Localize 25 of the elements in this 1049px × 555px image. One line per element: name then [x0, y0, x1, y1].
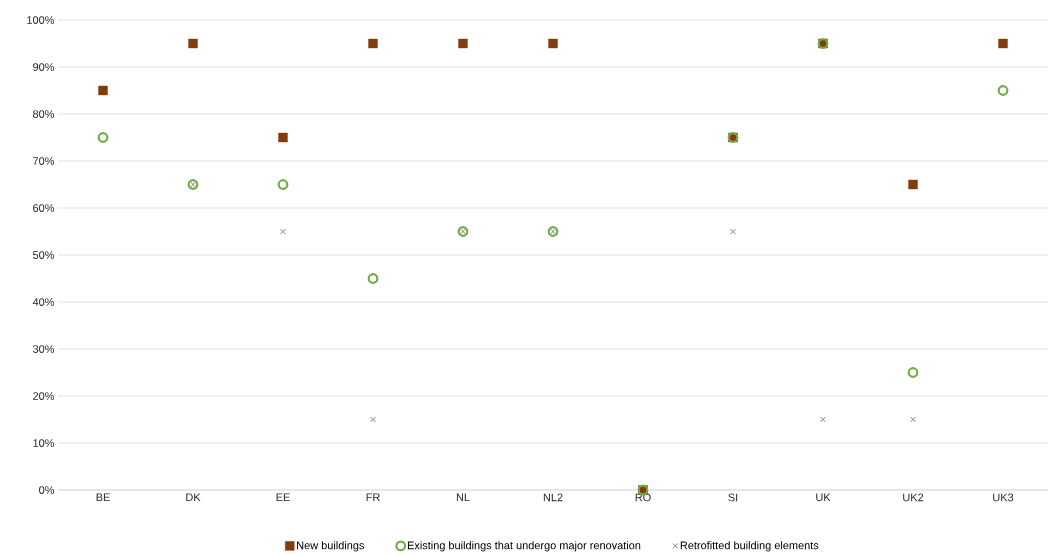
y-tick-label: 50% [32, 251, 55, 260]
x-tick-label: RO [635, 493, 651, 502]
x-tick-label: FR [366, 493, 380, 502]
x-tick-label: UK [816, 493, 831, 502]
y-tick-label: 20% [33, 392, 55, 401]
x-tick-label: SI [728, 493, 738, 502]
x-tick-label: UK2 [903, 493, 924, 502]
y-tick-label: 0% [39, 486, 55, 495]
x-tick-label: NL [456, 493, 470, 502]
legend-label: New buildings [297, 541, 365, 552]
y-tick-label: 60% [33, 204, 55, 213]
x-tick-label: DK [186, 493, 201, 502]
y-tick-label: 30% [32, 345, 55, 354]
y-tick-label: 80% [33, 110, 55, 119]
x-tick-label: BE [96, 493, 110, 502]
legend-label: Existing buildings that undergo major renovation [407, 541, 641, 552]
y-tick-label: 40% [32, 298, 55, 307]
x-tick-label: NL2 [543, 493, 563, 502]
legend-label: Retrofitted building elements [680, 541, 819, 552]
y-tick-label: 100% [27, 16, 55, 25]
x-tick-label: EE [276, 493, 290, 502]
y-tick-label: 70% [33, 157, 55, 166]
x-tick-label: UK3 [993, 493, 1014, 502]
y-tick-label: 10% [33, 439, 55, 448]
y-tick-label: 90% [33, 63, 55, 72]
